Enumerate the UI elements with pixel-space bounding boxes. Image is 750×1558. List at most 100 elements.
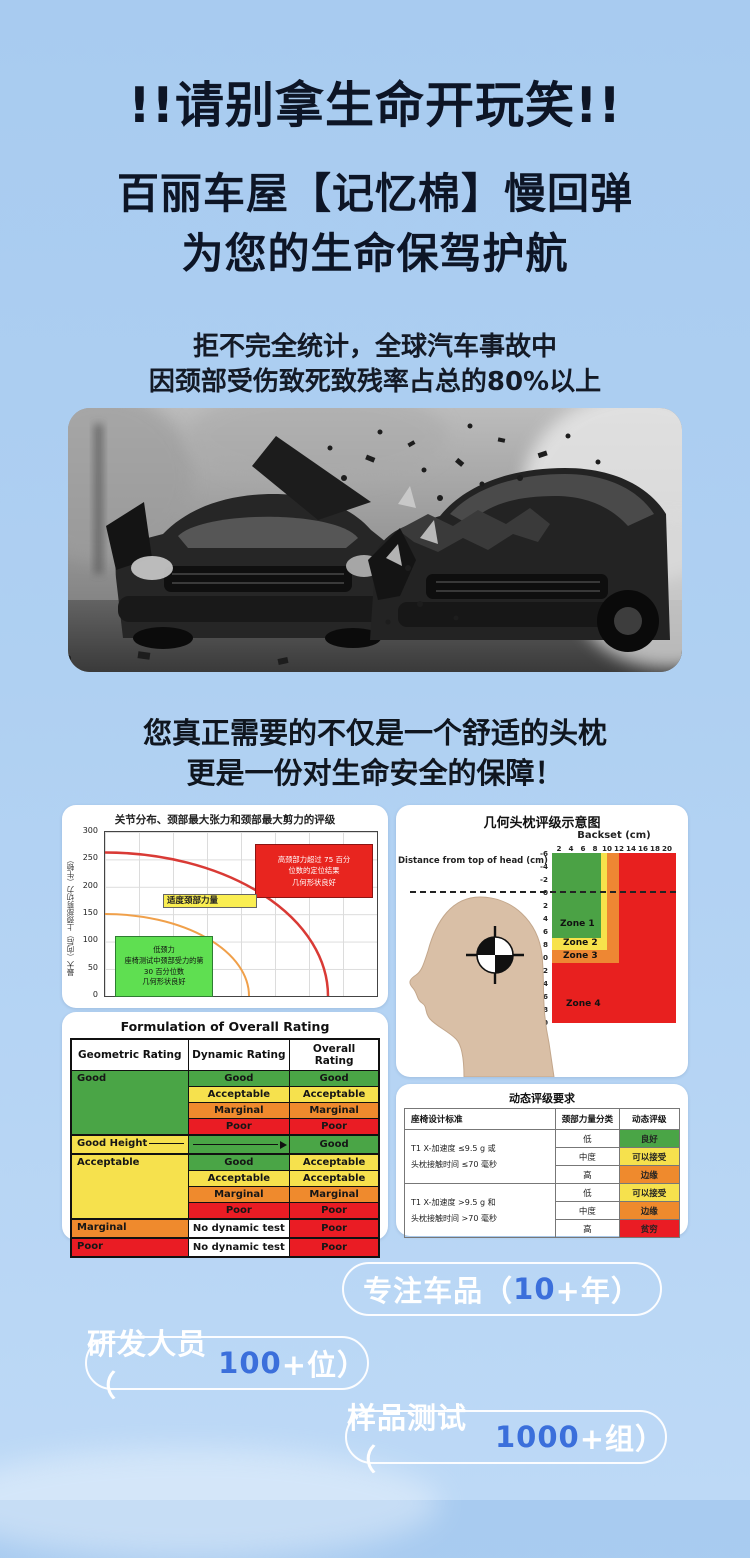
x-tick-label: 2: [556, 844, 562, 853]
badge-number: 100: [218, 1346, 282, 1380]
rating-cell: 边缘: [618, 1201, 680, 1220]
cell: Good Height: [70, 1134, 189, 1155]
cell: Poor: [289, 1202, 380, 1220]
badge-text: +年）: [555, 1274, 641, 1308]
force-class-cell: 中度: [555, 1201, 620, 1220]
cell: Poor: [187, 1118, 291, 1136]
moderate-force-annotation: 适度颈部力量: [163, 894, 257, 908]
subtitle-line1: 百丽车屋【记忆棉】慢回弹: [116, 169, 633, 218]
table-header-row: Geometric Rating Dynamic Rating Overall …: [70, 1038, 380, 1071]
force-chart-title: 关节分布、颈部最大张力和颈部最大剪力的评级: [114, 814, 336, 826]
rating-cell: 良好: [618, 1129, 680, 1148]
cell: Good: [289, 1070, 380, 1087]
x-tick-label: 10: [601, 844, 612, 853]
y-tick-label: 2: [542, 901, 548, 910]
y-tick-label: 150: [82, 908, 98, 917]
badge-text: +位）: [281, 1348, 367, 1382]
cell: Acceptable: [289, 1086, 380, 1103]
statistic-text-line1: 拒不完全统计，全球汽车事故中: [192, 332, 557, 362]
badge-sample-tests: 样品测试（ 1000 +组）: [345, 1401, 667, 1477]
badge-rd-staff: 研发人员（ 100 +位）: [85, 1327, 369, 1403]
annotation-line: 30 百分位数: [143, 966, 185, 976]
y-tick-label: 50: [87, 963, 98, 972]
criteria-line: 头枕接触时间 >70 毫秒: [411, 1214, 497, 1223]
y-tick-label: 200: [82, 881, 98, 890]
table-row: T1 X-加速度 ≤9.5 g 或 头枕接触时间 ≤70 毫秒 低 良好: [403, 1129, 680, 1184]
zone-map: Zone 1 Zone 2 Zone 3 Zone 4: [552, 853, 676, 1023]
criteria-cell: T1 X-加速度 >9.5 g 和 头枕接触时间 >70 毫秒: [403, 1183, 557, 1238]
headrest-diagram-title: 几何头枕评级示意图: [483, 816, 601, 831]
cell: Acceptable: [70, 1153, 189, 1220]
badge-text: 专注车品（: [363, 1274, 514, 1308]
statistic-text-line2: 因颈部受伤致死致残率占总的80%以上: [148, 367, 602, 397]
table-row: Acceptable Good Acceptable: [70, 1153, 380, 1220]
rating-cell: 可以接受: [618, 1183, 680, 1202]
zone4-label: Zone 4: [566, 999, 601, 1009]
headrest-geometry-card: 几何头枕评级示意图 Backset (cm) 2 4 6 8 10 12 14 …: [396, 805, 688, 1077]
criteria-line: T1 X-加速度 >9.5 g 和: [411, 1198, 496, 1207]
column-header: 动态评级: [618, 1108, 680, 1130]
badge-number: 10: [513, 1272, 556, 1306]
subtitle-line2: 为您的生命保驾护航: [181, 229, 569, 278]
column-header: Dynamic Rating: [187, 1038, 291, 1071]
y-tick-label: -2: [540, 875, 548, 884]
head-profile-illustration: [409, 896, 555, 1077]
cell: Poor: [289, 1118, 380, 1136]
cell: Acceptable: [289, 1153, 380, 1171]
table-row: Acceptable Acceptable: [71, 1170, 380, 1187]
table-row: Good Good Good: [70, 1070, 380, 1136]
annotation-line: 高颈部力超过 75 百分: [277, 855, 351, 865]
table-row: Acceptable Acceptable: [71, 1086, 380, 1103]
x-tick-label: 12: [613, 844, 624, 853]
cell: Poor: [187, 1202, 291, 1220]
arrow-line: [149, 1143, 184, 1144]
badge-text: +组）: [579, 1422, 665, 1456]
high-neck-force-annotation: 高颈部力超过 75 百分 位数的定位结果 几何形状良好: [255, 844, 373, 898]
criteria-cell: T1 X-加速度 ≤9.5 g 或 头枕接触时间 ≤70 毫秒: [403, 1129, 557, 1184]
badge-text: 研发人员（: [87, 1327, 208, 1403]
badge-number: 1000: [494, 1420, 580, 1454]
car-crash-illustration: [68, 408, 682, 672]
distance-axis-label: Distance from top of head (cm): [398, 856, 548, 866]
criteria-line: 头枕接触时间 ≤70 毫秒: [411, 1160, 497, 1169]
neck-force-chart-card: 关节分布、颈部最大张力和颈部最大剪力的评级 最大（向后）上颈部剪切力（牛顿） 3…: [62, 805, 388, 1008]
rating-cell: 贫穷: [618, 1219, 680, 1238]
zone1-label: Zone 1: [560, 919, 595, 929]
y-tick-label: 8: [542, 940, 548, 949]
table-row: Poor Poor: [71, 1202, 380, 1220]
x-tick-label: 18: [649, 844, 660, 853]
rating-cell: 边缘: [618, 1165, 680, 1184]
force-class-cell: 高: [555, 1165, 620, 1184]
x-tick-label: 6: [580, 844, 586, 853]
column-header: Overall Rating: [289, 1038, 380, 1071]
force-class-cell: 中度: [555, 1147, 620, 1166]
cell-text: Good Height: [77, 1138, 148, 1149]
backset-axis-label: Backset (cm): [577, 830, 651, 841]
arrow-line: [192, 1144, 279, 1145]
table-row: Marginal Marginal: [71, 1102, 380, 1119]
cell: Acceptable: [187, 1086, 291, 1103]
force-chart-plot-area: 高颈部力超过 75 百分 位数的定位结果 几何形状良好 适度颈部力量 低颈力 座…: [104, 831, 378, 997]
dynamic-table-title: 动态评级要求: [509, 1092, 575, 1105]
page-title: !!请别拿生命开玩笑!!: [128, 77, 622, 134]
y-tick-label: 10: [537, 953, 548, 962]
badge-years-of-focus: 专注车品（ 10 +年）: [342, 1262, 662, 1316]
y-tick-label: 0: [92, 990, 98, 999]
annotation-line: 座椅测试中颈部受力的第: [124, 955, 204, 965]
x-tick-label: 16: [637, 844, 648, 853]
table-header-row: 座椅设计标准 颈部力量分类 动态评级: [403, 1108, 680, 1130]
cell: Marginal: [187, 1186, 291, 1203]
criteria-line: T1 X-加速度 ≤9.5 g 或: [411, 1144, 496, 1153]
y-tick-label: 300: [82, 826, 98, 835]
y-tick-label: 100: [82, 935, 98, 944]
cell: No dynamic test: [187, 1218, 291, 1239]
annotation-line: 几何形状良好: [142, 977, 186, 987]
cell: [187, 1134, 291, 1155]
cell: Good: [187, 1070, 291, 1087]
table-row: T1 X-加速度 >9.5 g 和 头枕接触时间 >70 毫秒 低 可以接受: [403, 1183, 680, 1238]
low-neck-force-annotation: 低颈力 座椅测试中颈部受力的第 30 百分位数 几何形状良好: [115, 936, 213, 997]
table-row: Marginal No dynamic test Poor: [70, 1218, 380, 1239]
force-class-cell: 低: [555, 1129, 620, 1148]
rating-cell: 可以接受: [618, 1147, 680, 1166]
zone3-label: Zone 3: [563, 951, 598, 961]
